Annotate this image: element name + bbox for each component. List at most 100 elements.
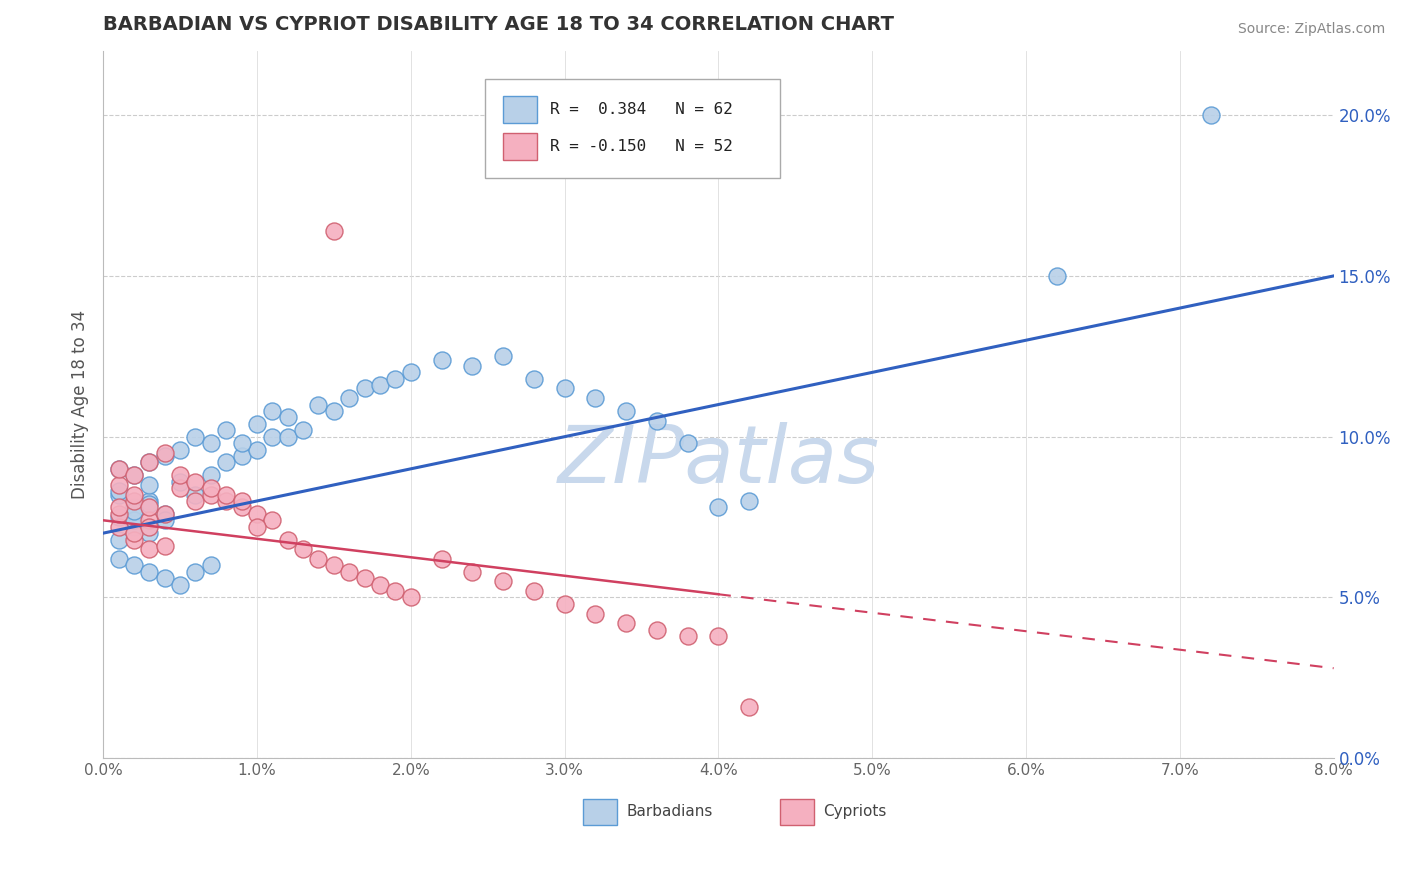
Point [107,500,129,515]
Text: Source: ZipAtlas.com: Source: ZipAtlas.com [1237,22,1385,37]
Point [107,552,129,566]
Point [246,519,269,533]
Point [707,629,730,643]
Point [215,455,238,469]
Point [523,584,546,599]
Text: ZIPatlas: ZIPatlas [557,422,879,500]
Point [231,500,253,515]
Text: R = -0.150   N = 52: R = -0.150 N = 52 [550,139,733,153]
Point [184,430,207,444]
Point [153,513,176,527]
Point [492,349,515,363]
Point [169,475,191,489]
Point [461,359,484,373]
Point [215,494,238,508]
Point [554,381,576,395]
FancyBboxPatch shape [485,79,780,178]
Point [353,571,375,585]
Point [153,571,176,585]
Point [200,436,222,450]
Point [1046,268,1069,283]
Point [138,455,160,469]
Point [1199,108,1222,122]
Point [138,526,160,541]
Point [122,503,145,517]
Point [262,513,284,527]
Point [138,497,160,511]
Point [231,436,253,450]
Point [614,616,637,631]
Point [153,507,176,521]
Point [523,372,546,386]
Point [430,552,453,566]
Point [353,381,375,395]
Point [122,558,145,573]
Point [200,481,222,495]
Bar [503,133,537,160]
Point [122,500,145,515]
Point [231,494,253,508]
Point [492,574,515,589]
Point [676,629,699,643]
Point [184,487,207,501]
Point [430,352,453,367]
Text: Cypriots: Cypriots [823,804,886,819]
Bar [503,96,537,123]
Point [322,558,344,573]
Point [107,487,129,501]
Point [107,478,129,492]
Point [184,494,207,508]
Point [384,584,406,599]
Point [107,462,129,476]
Point [153,539,176,553]
Point [215,487,238,501]
Point [122,487,145,501]
Point [645,414,668,428]
Y-axis label: Disability Age 18 to 34: Disability Age 18 to 34 [72,310,89,500]
Point [262,404,284,418]
Point [399,365,422,379]
Point [107,519,129,533]
Point [138,494,160,508]
Point [169,577,191,591]
Point [122,468,145,483]
Point [614,404,637,418]
Bar [780,798,814,825]
Point [122,468,145,483]
Point [122,533,145,547]
Point [277,533,299,547]
Point [122,513,145,527]
Point [138,542,160,557]
Point [184,475,207,489]
Point [138,519,160,533]
Text: Barbadians: Barbadians [626,804,713,819]
Point [107,507,129,521]
Point [200,468,222,483]
Point [337,565,360,579]
Point [292,423,315,437]
Point [583,607,606,621]
Point [138,500,160,515]
Point [738,494,761,508]
Point [153,507,176,521]
Text: BARBADIAN VS CYPRIOT DISABILITY AGE 18 TO 34 CORRELATION CHART: BARBADIAN VS CYPRIOT DISABILITY AGE 18 T… [103,15,894,34]
Bar [583,798,617,825]
Point [399,591,422,605]
Point [169,468,191,483]
Point [707,500,730,515]
Point [262,430,284,444]
Point [153,449,176,463]
Point [645,623,668,637]
Point [368,378,391,392]
Point [384,372,406,386]
Point [107,533,129,547]
Point [184,565,207,579]
Point [215,423,238,437]
Point [231,449,253,463]
Text: R =  0.384   N = 62: R = 0.384 N = 62 [550,102,733,117]
Point [153,446,176,460]
Point [246,417,269,431]
Point [169,481,191,495]
Point [308,552,330,566]
Point [738,699,761,714]
